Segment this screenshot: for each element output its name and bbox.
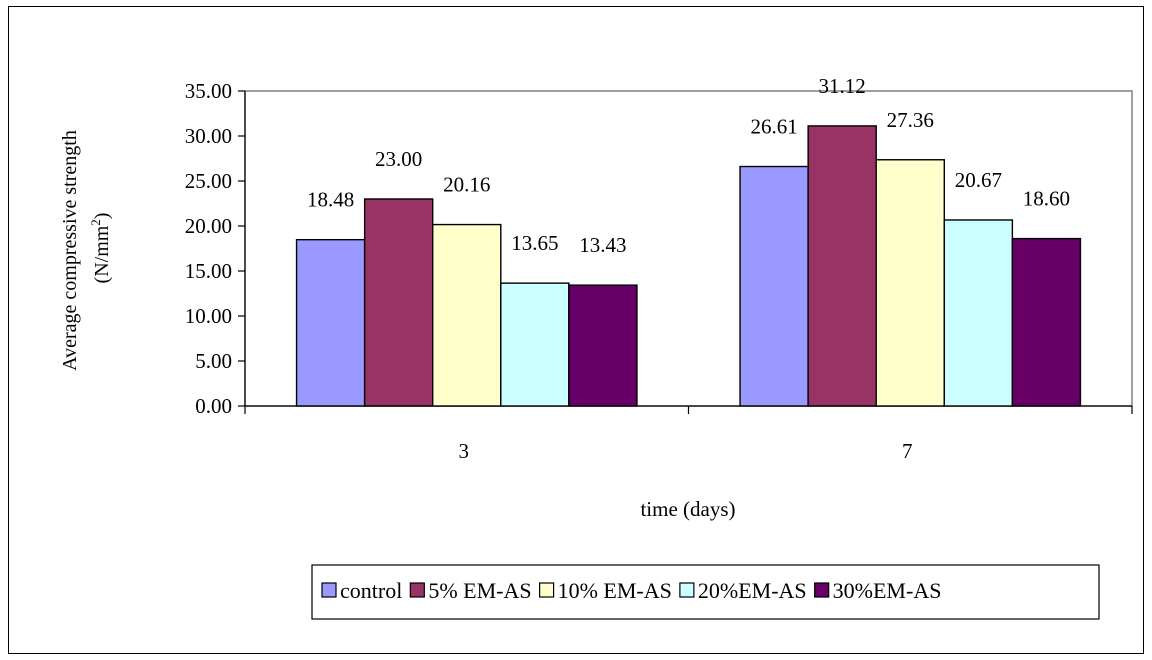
legend-label: control (340, 578, 402, 603)
legend-label: 30%EM-AS (833, 578, 942, 603)
bar (432, 223, 502, 407)
y-axis: 0.00 5.00 10.00 15.00 20.00 25.00 30.00 35.00 (185, 79, 246, 418)
data-label: 13.65 (511, 231, 558, 255)
y-axis-title-superscript: 2 (88, 219, 103, 226)
legend-box (311, 564, 1100, 620)
data-label: 13.43 (579, 233, 626, 257)
data-label: 23.00 (375, 147, 422, 171)
y-tick-label: 35.00 (185, 79, 232, 103)
legend-label: 20%EM-AS (698, 578, 807, 603)
y-tick-label: 15.00 (185, 259, 232, 283)
x-axis-title: time (days) (640, 497, 735, 521)
x-tick-label: 3 (459, 439, 470, 463)
x-tick-label: 7 (902, 439, 913, 463)
y-tick-label: 10.00 (185, 304, 232, 328)
data-label: 20.16 (443, 173, 490, 197)
bar (875, 159, 945, 407)
y-tick-label: 0.00 (195, 394, 232, 418)
legend-label: 5% EM-AS (428, 578, 531, 603)
data-label: 18.48 (307, 188, 354, 212)
y-tick-label: 20.00 (185, 214, 232, 238)
y-axis-title: Average compressive strength (N/mm2) (59, 125, 113, 371)
legend: control 5% EM-AS 10% EM-AS 20%EM-AS 30%EM-AS (311, 564, 1100, 620)
legend-swatch (409, 582, 425, 598)
legend-swatch (679, 582, 695, 598)
bar (295, 238, 366, 407)
y-tick-label: 30.00 (185, 124, 232, 148)
bar (739, 165, 809, 407)
bar (500, 282, 570, 407)
legend-swatch (814, 582, 830, 598)
legend-swatch (539, 582, 555, 598)
bars (295, 125, 1082, 407)
data-label: 20.67 (955, 168, 1002, 192)
bar (943, 219, 1014, 407)
y-axis-title-line2-suffix: ) (91, 213, 113, 220)
data-label: 31.12 (819, 74, 866, 98)
y-tick-label: 5.00 (195, 349, 232, 373)
bar (363, 198, 434, 407)
bar (568, 284, 638, 407)
y-tick-label: 25.00 (185, 169, 232, 193)
data-labels: 18.48 26.61 23.00 31.12 20.16 27.36 13.65 20.67… (307, 74, 1070, 257)
data-label: 18.60 (1023, 187, 1070, 211)
legend-label: 10% EM-AS (558, 578, 672, 603)
y-axis-title-line1: Average compressive strength (59, 130, 81, 371)
y-axis-title-line2-prefix: (N/mm (91, 225, 113, 283)
legend-swatch (321, 582, 337, 598)
bar (807, 125, 877, 407)
data-label: 27.36 (887, 108, 934, 132)
bar (1011, 237, 1082, 407)
data-label: 26.61 (750, 115, 797, 139)
